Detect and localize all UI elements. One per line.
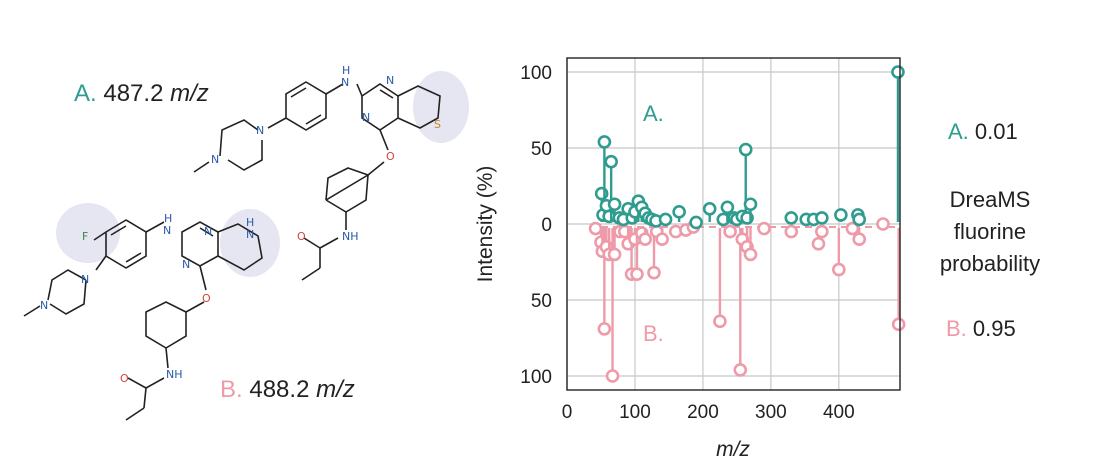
stem-marker [815,224,829,239]
y-tick-label: 100 [520,367,552,388]
stem-marker [723,224,737,239]
atom-label: N [40,299,48,312]
y-tick-label: 50 [531,139,552,160]
atom-label: N [163,224,171,237]
prediction-a: A. 0.01 [948,119,1018,145]
atom-label: H [246,216,254,229]
atom-label: NH [166,368,183,381]
stem-marker [876,217,890,231]
molecule-b-label: B. [220,376,243,403]
prediction-a-value: 0.01 [974,119,1018,144]
molecule-b-unit: m/z [316,376,355,403]
stem-marker [815,211,829,225]
stem-marker [597,322,612,336]
stem-marker [658,212,673,227]
prediction-caption: DreaMS fluorine probability [918,184,1062,280]
stem-marker [702,202,717,216]
stem-marker [852,232,867,246]
y-tick-label: 50 [531,291,552,312]
atom-label: N [182,258,190,271]
y-tick-label: 0 [541,215,552,236]
stem-marker [655,232,669,246]
x-axis-label: m/z [716,438,750,461]
molecule-b-bonds [23,219,263,421]
atom-label: N [81,273,89,286]
molecule-b-mass: B. 488.2 m/z [220,376,355,404]
atom-label: N [204,225,212,238]
stem-marker [604,154,618,169]
atom-label: N [256,124,264,137]
atom-label: O [202,292,211,305]
stem-marker [891,317,906,332]
molecule-a-structure: H N N N N N S O [193,64,469,200]
stem-marker [607,247,622,262]
stem-marker [757,221,771,236]
molecule-a-bonds [193,81,441,200]
molecule-a-unit: m/z [170,80,209,107]
atom-label: S [434,118,441,131]
y-axis-label: Intensity (%) [474,166,497,283]
stem-marker [638,232,652,246]
atom-label: H [164,212,172,225]
atom-label: H [342,64,350,77]
prediction-a-label: A. [948,119,969,144]
molecule-a-mass: A. 487.2 m/z [74,80,209,108]
x-tick-label: 200 [687,402,719,423]
panel-label-a: A. [643,101,664,126]
atom-label: O [386,150,395,163]
stem-marker [852,212,867,227]
prediction-b-value: 0.95 [972,316,1016,341]
stem-marker [743,247,758,262]
stem-marker [811,236,826,251]
stem-marker [832,262,846,277]
stem-marker [845,221,860,236]
atom-label: NH [342,230,359,243]
x-tick-label: 300 [755,402,787,423]
atom-label: N [211,153,219,166]
atom-label: O [297,230,306,243]
stem-marker [784,211,799,225]
prediction-caption-line: probability [939,251,1041,276]
x-tick-label: 0 [562,402,573,423]
panel-label-b: B. [643,321,664,346]
stem-marker [834,208,848,222]
prediction-b: B. 0.95 [946,316,1016,342]
x-tick-label: 400 [823,402,855,423]
stem-marker [738,142,753,157]
stem-marker [733,363,748,377]
atom-label: N [386,74,394,87]
x-tick-label: 100 [619,402,651,423]
stem-marker [891,65,905,79]
stem-marker [605,369,620,383]
molecule-a-mass-value: 487.2 [103,80,164,107]
prediction-caption-line: fluorine [953,219,1027,244]
atom-label: O [120,372,129,385]
stem-marker [630,267,644,281]
atom-label: N [362,111,370,124]
chart-stems [588,65,906,383]
stem-marker [784,224,799,239]
stem-marker [588,221,603,236]
stem-marker [713,314,727,329]
molecule-b-mass-value: 488.2 [249,376,310,403]
stem-marker [607,197,622,212]
stem-marker [743,197,758,212]
stem-marker [597,135,612,149]
atom-label: N [341,76,349,89]
prediction-b-label: B. [946,316,967,341]
stem-marker [672,205,686,219]
molecule-a-label: A. [74,80,97,107]
chart-ticks: 100 50 0 50 100 0 100 200 300 400 [520,63,854,423]
y-tick-label: 100 [520,63,552,84]
stem-marker [647,265,661,280]
atom-label: N [246,228,254,241]
prediction-caption-line: DreaMS [949,187,1031,212]
molecule-b-structure: F N N H N N N H N O NH O NH O [23,174,369,421]
molecule-a-bonds-lower [301,174,369,281]
plot-frame [566,57,901,391]
stem-marker [720,200,735,215]
atom-label: F [82,230,88,243]
stem-marker [689,215,703,230]
